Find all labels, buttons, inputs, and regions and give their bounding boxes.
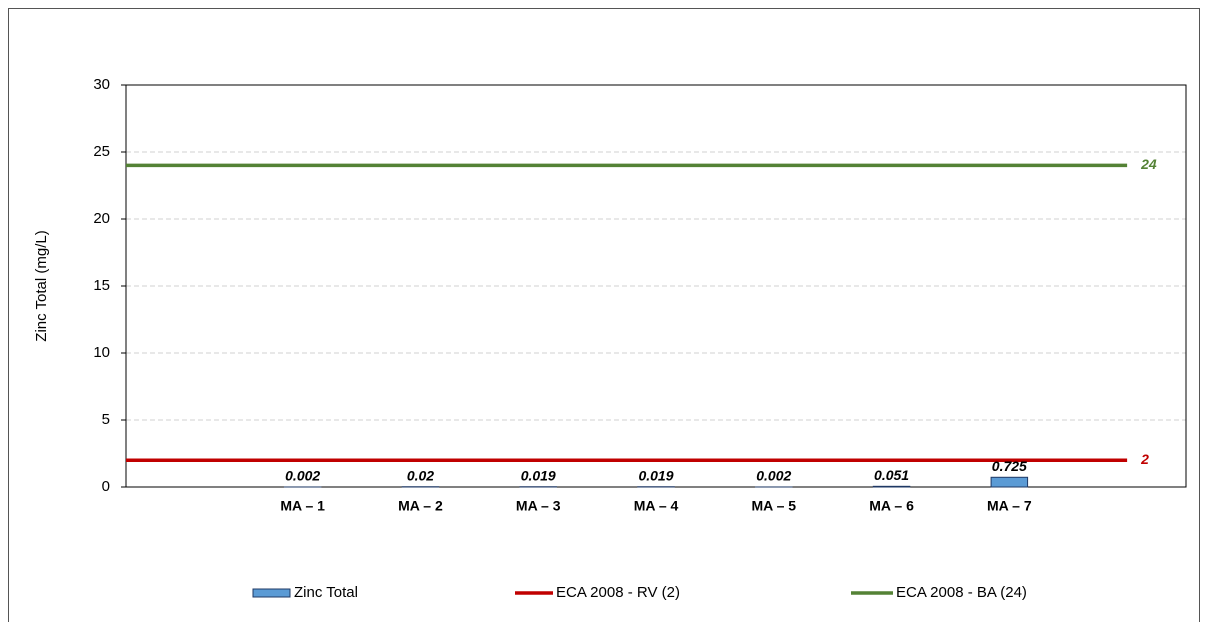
y-tick-label: 0	[102, 478, 110, 495]
data-label: 0.725	[992, 458, 1027, 474]
data-label: 0.019	[638, 467, 673, 483]
bar	[990, 476, 1029, 488]
x-tick-label: MA – 7	[987, 498, 1032, 514]
legend-label: ECA 2008 - BA (24)	[896, 584, 1027, 601]
y-tick-label: 25	[93, 143, 110, 160]
y-tick-label: 5	[102, 411, 110, 428]
reference-label: 2	[1140, 451, 1149, 467]
reference-label: 24	[1140, 156, 1157, 172]
data-label: 0.051	[874, 467, 909, 483]
y-tick-label: 15	[93, 277, 110, 294]
legend-label: ECA 2008 - RV (2)	[556, 584, 680, 601]
legend-swatch	[252, 588, 291, 598]
y-axis-label: Zinc Total (mg/L)	[33, 230, 50, 341]
x-tick-label: MA – 4	[634, 498, 679, 514]
y-tick-label: 10	[93, 344, 110, 361]
bar	[872, 485, 911, 488]
data-label: 0.002	[285, 468, 320, 484]
chart-frame	[8, 8, 1200, 622]
x-tick-label: MA – 5	[751, 498, 796, 514]
y-tick-label: 30	[93, 76, 110, 93]
y-tick-label: 20	[93, 210, 110, 227]
data-label: 0.002	[756, 468, 791, 484]
x-tick-label: MA – 1	[280, 498, 325, 514]
x-tick-label: MA – 2	[398, 498, 443, 514]
x-tick-label: MA – 3	[516, 498, 561, 514]
data-label: 0.019	[521, 467, 556, 483]
x-tick-label: MA – 6	[869, 498, 914, 514]
data-label: 0.02	[407, 467, 434, 483]
legend-label: Zinc Total	[294, 584, 358, 601]
